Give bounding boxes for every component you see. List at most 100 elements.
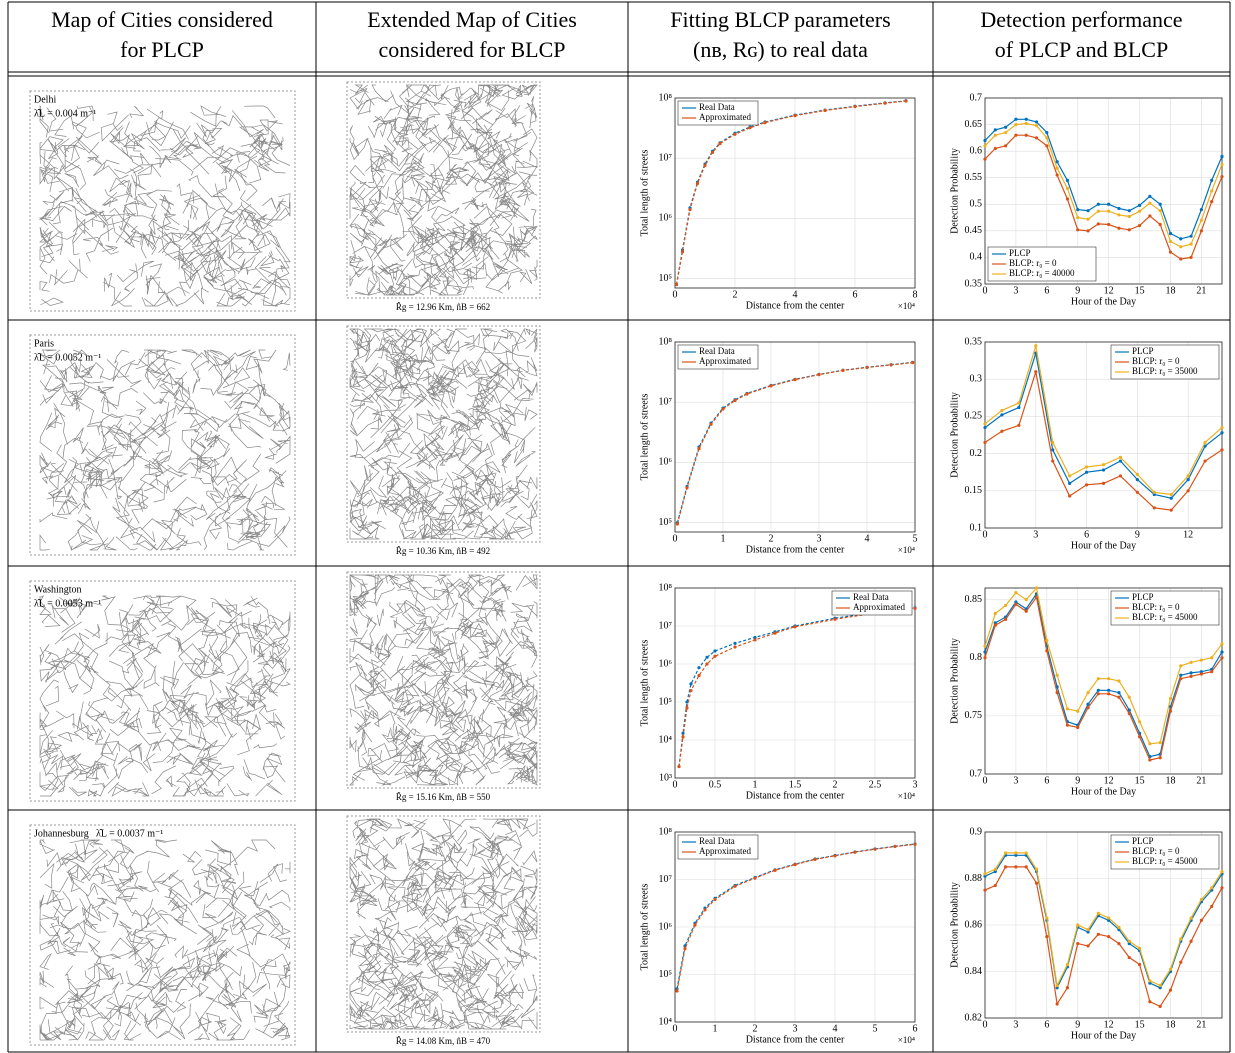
y-tick-label: 0.35 xyxy=(965,278,983,289)
data-point xyxy=(1137,962,1142,967)
map-frame xyxy=(29,824,296,1046)
data-point xyxy=(817,373,821,377)
x-tick-label: 21 xyxy=(1196,285,1206,296)
series-line xyxy=(984,586,1223,745)
x-tick-label: 1 xyxy=(721,533,726,544)
map-frame xyxy=(346,815,541,1033)
data-point xyxy=(1158,1004,1162,1008)
data-point xyxy=(1199,658,1203,662)
data-point xyxy=(983,888,987,892)
map-frame xyxy=(29,334,296,556)
road-network xyxy=(39,595,291,797)
data-point xyxy=(1186,489,1190,493)
data-point xyxy=(865,365,869,370)
data-point xyxy=(1189,242,1193,246)
data-point xyxy=(1118,455,1123,459)
legend-box xyxy=(677,344,759,370)
data-point xyxy=(1220,650,1224,654)
data-point xyxy=(1014,865,1018,869)
data-point xyxy=(1203,440,1207,445)
data-point xyxy=(983,650,987,654)
data-point xyxy=(1051,448,1055,452)
data-point xyxy=(1096,222,1100,226)
data-point xyxy=(993,869,997,874)
data-point xyxy=(904,99,908,103)
data-point xyxy=(993,133,997,137)
y-tick-label: 0.35 xyxy=(965,336,983,347)
y-tick-label: 0.84 xyxy=(965,966,983,977)
y-tick-label: 0.6 xyxy=(970,145,983,156)
extended-caption: R̂g = 12.96 Km, n̂B = 662 xyxy=(396,301,490,312)
data-point xyxy=(1158,222,1162,227)
data-point xyxy=(1076,923,1080,927)
data-point xyxy=(675,989,679,993)
city-name: Paris xyxy=(34,338,54,349)
data-point xyxy=(1189,939,1193,943)
data-point xyxy=(1086,702,1090,706)
y-tick-label: 10⁸ xyxy=(659,92,673,103)
x-tick-label: 2 xyxy=(769,533,774,544)
y-axis-label: Total length of streets xyxy=(639,640,650,727)
x-tick-label: 3 xyxy=(817,533,822,544)
series-line xyxy=(984,134,1223,260)
x-axis-label: Hour of the Day xyxy=(1071,296,1136,307)
data-point xyxy=(889,363,893,367)
series-line xyxy=(676,362,913,525)
data-point xyxy=(1045,916,1049,920)
data-point xyxy=(1084,483,1089,487)
series-line xyxy=(984,866,1223,1008)
data-point xyxy=(1076,942,1080,946)
data-point xyxy=(1051,459,1055,463)
data-point xyxy=(1148,201,1152,205)
data-point xyxy=(1004,865,1008,869)
road-network xyxy=(349,328,538,540)
x-tick-label: 12 xyxy=(1104,775,1114,786)
legend-box xyxy=(831,590,913,616)
plot-frame xyxy=(674,341,916,533)
data-point xyxy=(753,638,757,642)
y-tick-label: 0.4 xyxy=(970,252,983,263)
data-point xyxy=(685,700,689,704)
data-point xyxy=(833,617,837,621)
data-point xyxy=(1076,709,1080,713)
y-tick-label: 10⁷ xyxy=(659,397,673,408)
data-point xyxy=(748,126,752,130)
x-tick-label: 0 xyxy=(673,779,678,790)
plot-frame xyxy=(984,97,1223,285)
data-point xyxy=(1068,494,1072,498)
plot-area xyxy=(675,342,915,532)
data-point xyxy=(1101,481,1106,485)
data-point xyxy=(674,282,679,287)
data-point xyxy=(718,141,722,146)
x-tick-label: 3 xyxy=(913,779,918,790)
data-point xyxy=(1118,474,1123,478)
data-point xyxy=(1199,218,1203,222)
data-point xyxy=(1158,756,1162,760)
y-tick-label: 0.86 xyxy=(965,919,983,930)
data-point xyxy=(1189,234,1193,238)
legend-label: PLCP xyxy=(1132,346,1154,356)
x-tick-label: 12 xyxy=(1183,529,1193,540)
data-point xyxy=(1024,609,1028,613)
data-point xyxy=(1179,677,1183,681)
y-axis-label: Detection Probability xyxy=(949,638,960,724)
data-point xyxy=(1034,344,1038,348)
plot-frame xyxy=(674,831,916,1023)
data-point xyxy=(693,923,697,927)
data-point xyxy=(1055,160,1059,164)
y-axis-label: Total length of streets xyxy=(639,884,650,971)
data-point xyxy=(993,611,997,616)
data-point xyxy=(1189,660,1193,665)
x-tick-label: 1.5 xyxy=(789,779,802,790)
y-tick-label: 10⁵ xyxy=(659,969,673,980)
x-tick-label: 9 xyxy=(1075,775,1080,786)
data-point xyxy=(1065,186,1070,190)
x-tick-label: 0 xyxy=(673,533,678,544)
data-point xyxy=(1017,423,1021,427)
data-point xyxy=(1158,202,1162,206)
data-point xyxy=(1065,723,1070,727)
data-point xyxy=(1117,695,1121,699)
data-point xyxy=(1101,468,1106,472)
data-point xyxy=(1086,691,1090,695)
data-point xyxy=(983,644,987,648)
